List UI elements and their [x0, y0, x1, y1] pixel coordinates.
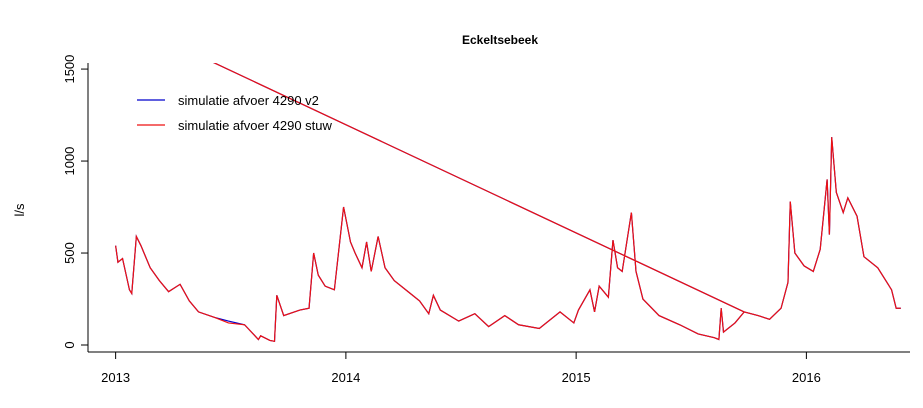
plot-area — [115, 63, 901, 343]
y-axis-label: l/s — [12, 203, 27, 217]
y-tick-label: 0 — [62, 341, 77, 348]
x-tick-label: 2013 — [101, 370, 130, 385]
series-line — [115, 63, 901, 343]
y-tick-label: 1000 — [62, 147, 77, 176]
series-line — [115, 63, 901, 343]
legend-label: simulatie afvoer 4290 v2 — [178, 93, 319, 108]
chart-title: Eckeltsebeek — [462, 33, 538, 47]
legend-label: simulatie afvoer 4290 stuw — [178, 118, 333, 133]
x-tick-label: 2014 — [331, 370, 360, 385]
x-tick-label: 2016 — [792, 370, 821, 385]
y-tick-label: 1500 — [62, 55, 77, 84]
x-tick-label: 2015 — [562, 370, 591, 385]
y-tick-label: 500 — [62, 242, 77, 264]
